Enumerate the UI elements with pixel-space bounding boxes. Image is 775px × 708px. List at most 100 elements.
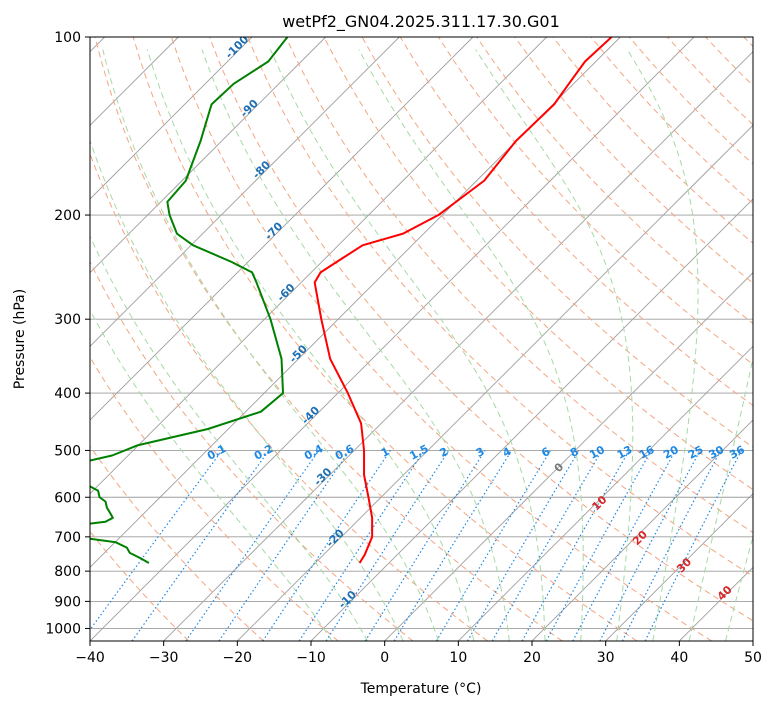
mixing-ratio-line: [621, 450, 722, 641]
x-axis-label: Temperature (°C): [360, 681, 482, 697]
mixing-ratio-line: [521, 450, 630, 641]
dry-adiabat-line: [323, 37, 753, 491]
x-axis: −40 −30 −20 −10 0 10 20 30 40 50: [75, 641, 762, 666]
dry-adiabat-label: -60: [274, 281, 297, 304]
x-tick-label: 0: [380, 650, 389, 666]
y-tick-label: 400: [54, 386, 81, 402]
moist-adiabat-label: 30: [674, 555, 694, 575]
profile-series: [90, 37, 613, 564]
x-tick-label: 50: [744, 650, 762, 666]
isotherm-line: [384, 272, 753, 641]
moist-adiabat-line: [725, 534, 753, 641]
dry-adiabat-line: [285, 37, 753, 534]
dry-adiabat-line: [247, 37, 753, 577]
y-tick-label: 200: [54, 208, 81, 224]
mixing-ratio-line: [218, 450, 351, 641]
dry-adiabat-line: [90, 445, 264, 641]
mixing-ratio-line: [572, 450, 677, 641]
x-tick-label: 40: [670, 650, 688, 666]
mixing-ratio-label: 16: [637, 443, 657, 462]
mixing-ratio-label: 36: [727, 443, 747, 462]
moist-adiabat-line: [102, 49, 439, 641]
dry-adiabat-label: -80: [250, 158, 273, 181]
x-tick-label: −20: [223, 650, 253, 666]
dry-adiabat-label: -70: [262, 219, 285, 242]
mixing-ratio-label: 30: [707, 443, 727, 462]
mixing-ratio-label: 0.4: [302, 442, 326, 463]
dry-adiabat-label: -90: [238, 97, 261, 120]
dry-adiabat-line: [170, 37, 712, 641]
dry-adiabat-line: [132, 37, 638, 641]
y-tick-label: 800: [54, 564, 81, 580]
dewpoint-surface-profile-line: [90, 537, 150, 564]
isotherm-line: [679, 566, 753, 641]
y-tick-label: 100: [54, 30, 81, 46]
mixing-ratio-label: 4: [500, 445, 513, 460]
moist-adiabat-line: [90, 139, 404, 641]
moist-adiabat-label: 0: [552, 460, 567, 475]
y-axis-label: Pressure (hPa): [12, 289, 28, 389]
mixing-ratio-line: [364, 450, 486, 641]
mixing-ratio-line: [90, 450, 223, 631]
dry-adiabat-line: [90, 260, 414, 641]
plot-frame: [89, 36, 754, 642]
isotherm-line: [90, 37, 695, 641]
moist-adiabat-label: 20: [630, 528, 650, 548]
moist-adiabat-line: [475, 49, 634, 641]
y-tick-label: 300: [54, 312, 81, 328]
mixing-ratio-line: [644, 450, 743, 641]
dry-adiabat-line: [705, 37, 753, 87]
isotherm-line: [90, 37, 400, 347]
dry-adiabat-label: -40: [299, 404, 322, 427]
temperature-profile-line: [313, 37, 613, 564]
moist-adiabat-label: 40: [715, 583, 735, 603]
dry-adiabat-line: [90, 530, 190, 641]
mixing-ratio-line: [325, 450, 450, 641]
dry-adiabat-line: [90, 356, 339, 641]
chart-title: wetPf2_GN04.2025.311.17.30.G01: [282, 12, 560, 32]
y-tick-label: 1000: [45, 621, 81, 637]
moist-adiabat-line: [688, 355, 753, 641]
mixing-ratio-label: 25: [686, 443, 706, 462]
moist-adiabat-line: [146, 49, 475, 641]
mixing-ratio-label: 13: [615, 443, 635, 462]
moist-adiabat-line: [201, 49, 510, 641]
isotherm-line: [90, 37, 474, 421]
moist-adiabat-line: [90, 309, 333, 641]
x-tick-label: −10: [296, 650, 326, 666]
dry-adiabat-line: [590, 37, 753, 205]
dry-adiabat-label: -10: [336, 588, 359, 611]
mixing-ratio-label: 6: [539, 445, 552, 460]
dry-adiabat-label: -20: [324, 526, 347, 549]
isotherm-line: [237, 124, 753, 641]
x-tick-label: −40: [75, 650, 105, 666]
dry-adiabat-line: [476, 37, 753, 325]
isotherm-line: [90, 37, 621, 568]
x-tick-label: 20: [523, 650, 541, 666]
mixing-ratio-line: [545, 450, 652, 641]
dry-adiabat-line: [90, 152, 488, 641]
mixing-ratio-line: [298, 450, 425, 641]
isotherm-line: [310, 198, 753, 641]
moist-adiabat-line: [90, 234, 369, 641]
line-labels: 0.1 0.2 0.4 0.6 1 1.5 2 3 4 6 8 10 13 16 20 25 30 36-100-…: [205, 37, 747, 611]
mixing-ratio-line: [393, 450, 513, 641]
isotherm-line: [458, 345, 753, 641]
moist-adiabat-line: [270, 49, 546, 641]
moist-adiabat-label: 10: [589, 493, 609, 513]
dry-adiabat-line: [438, 37, 753, 365]
mixing-ratio-label: 10: [587, 443, 607, 462]
plot-area: 0.1 0.2 0.4 0.6 1 1.5 2 3 4 6 8 10 13 16 20 25 30 36-100-…: [89, 36, 754, 642]
dry-adiabat-line: [667, 37, 753, 126]
moist-adiabat-line: [358, 49, 584, 641]
y-tick-label: 900: [54, 594, 81, 610]
moist-adiabat-line: [626, 49, 699, 641]
dewpoint-lower-profile-line: [90, 485, 114, 525]
x-tick-label: −30: [149, 650, 179, 666]
mixing-ratio-label: 1.5: [407, 442, 430, 463]
isotherm-line: [163, 51, 753, 641]
dry-adiabat-line: [94, 37, 563, 641]
y-tick-label: 500: [54, 443, 81, 459]
background-lines: [90, 37, 753, 641]
dry-adiabat-label: -30: [311, 465, 334, 488]
